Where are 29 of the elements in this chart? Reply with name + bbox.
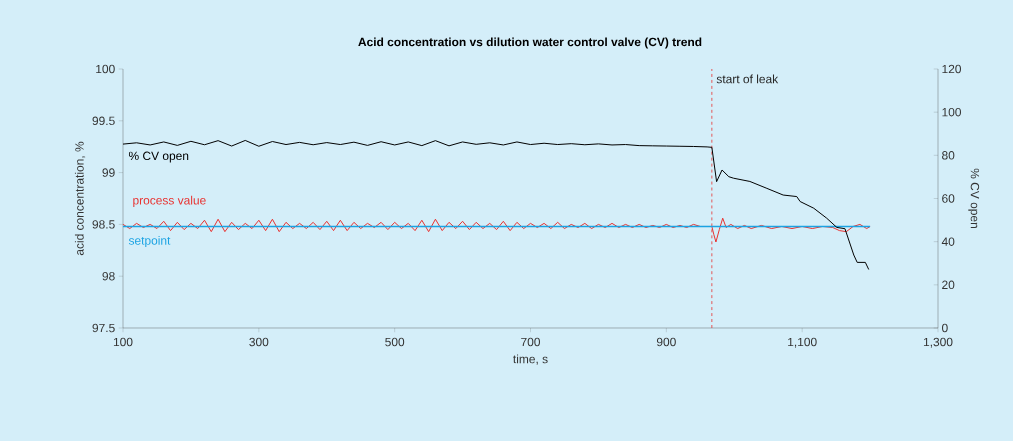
y-axis-title: acid concentration, % [74, 141, 86, 256]
y2-tick-label: 40 [941, 237, 955, 246]
x-tick-label: 1,300 [923, 337, 953, 348]
x-tick-label: 900 [656, 337, 676, 347]
series-label: process value [133, 195, 206, 207]
x-tick-label: 100 [113, 337, 133, 347]
series-label: setpoint [128, 235, 171, 248]
y2-tick-label: 60 [942, 194, 955, 203]
y-tick-label: 100 [96, 64, 115, 74]
y2-tick-label: 120 [942, 64, 962, 74]
x-tick-label: 500 [385, 337, 405, 347]
x-tick-label: 1,100 [788, 337, 817, 348]
y-tick-label: 98 [102, 271, 115, 281]
y-tick-label: 98.5 [92, 220, 115, 229]
y2-tick-label: 100 [942, 107, 962, 117]
chart-title: Acid concentration vs dilution water control valve (CV) trend [358, 37, 702, 49]
y2-tick-label: 80 [942, 151, 955, 160]
y-tick-label: 99 [102, 168, 115, 177]
y2-tick-label: 0 [942, 323, 948, 333]
y2-axis-title: % CV open [968, 168, 980, 228]
y2-tick-label: 20 [942, 280, 955, 290]
x-tick-label: 700 [521, 337, 541, 347]
x-tick-label: 300 [249, 337, 269, 347]
y-tick-label: 97.5 [92, 323, 115, 333]
series-label: % CV open [128, 151, 189, 163]
line-series [122, 139, 870, 271]
y-tick-label: 99.5 [92, 116, 115, 126]
x-axis-title: time, s [513, 354, 548, 365]
ref-line-label: start of leak [716, 74, 779, 84]
